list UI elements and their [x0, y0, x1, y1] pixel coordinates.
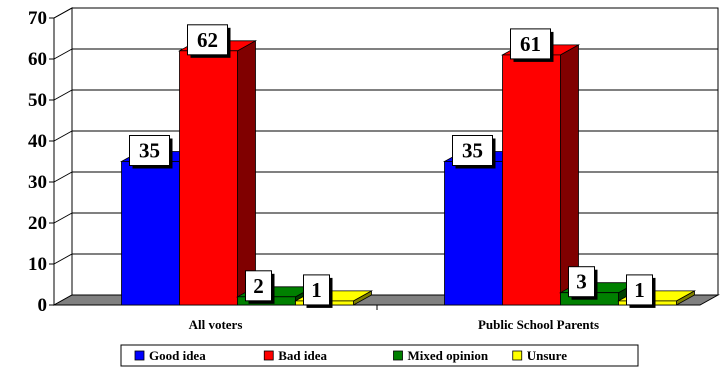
y-tick-label: 30 [28, 172, 47, 193]
data-label-box [303, 274, 330, 306]
y-tick-label: 50 [28, 90, 47, 111]
y-tick-label: 10 [28, 254, 47, 275]
y-tick-label: 70 [28, 8, 47, 29]
legend-item: Good idea [134, 348, 206, 363]
legend-swatch [263, 350, 274, 361]
data-label: 3 [568, 266, 598, 300]
gridline-side [53, 212, 73, 224]
data-label-text: 2 [253, 274, 264, 298]
legend-label: Good idea [149, 348, 206, 363]
gridline-side [53, 89, 73, 101]
y-tick-label: 40 [28, 131, 47, 152]
y-tick-label: 60 [28, 49, 47, 70]
bar-front [179, 50, 238, 306]
y-tick-label: 0 [38, 295, 48, 316]
y-tick-label: 20 [28, 213, 47, 234]
bar-bad-idea [177, 40, 258, 306]
bar-bad-idea [500, 44, 581, 306]
gridline-side [53, 7, 73, 19]
data-label-text: 3 [576, 270, 587, 294]
data-label: 2 [245, 270, 275, 304]
bar-front [444, 161, 503, 306]
data-label: 62 [187, 24, 231, 58]
data-label-text: 62 [197, 28, 218, 52]
data-label-box [452, 135, 493, 166]
legend-label: Mixed opinion [408, 348, 489, 363]
legend-box [120, 344, 639, 367]
data-label: 35 [452, 135, 496, 169]
data-label-box [187, 24, 228, 56]
data-label: 1 [626, 274, 656, 308]
data-label-box [626, 274, 653, 306]
legend-label: Bad idea [278, 348, 327, 363]
data-label-text: 35 [462, 139, 483, 163]
data-label-box [245, 270, 272, 302]
legend-item: Bad idea [263, 348, 328, 363]
plot-side-wall [53, 7, 73, 306]
data-label-box [129, 135, 170, 166]
data-label-box [568, 266, 595, 298]
data-label: 61 [510, 28, 554, 62]
data-label-box [510, 28, 551, 60]
gridline-side [53, 171, 73, 183]
bar-side [237, 40, 256, 306]
legend-swatch [512, 350, 523, 361]
legend-item: Mixed opinion [393, 348, 489, 363]
data-label-text: 1 [634, 278, 645, 302]
legend-swatch [393, 350, 403, 361]
bar-front [502, 54, 561, 306]
x-tick-label: All voters [189, 317, 243, 332]
data-label-text: 61 [520, 32, 541, 56]
legend-swatch [134, 350, 145, 361]
bar-front [121, 161, 180, 306]
gridline-side [53, 253, 73, 265]
gridline-side [53, 130, 73, 142]
data-label-text: 35 [139, 139, 160, 163]
x-tick-label: Public School Parents [478, 317, 599, 332]
data-label-text: 1 [311, 278, 322, 302]
gridline-side [53, 48, 73, 60]
legend-item: Unsure [512, 348, 567, 363]
data-label: 1 [303, 274, 333, 308]
data-label: 35 [129, 135, 173, 169]
legend-label: Unsure [527, 348, 567, 363]
bar-side [560, 44, 579, 306]
